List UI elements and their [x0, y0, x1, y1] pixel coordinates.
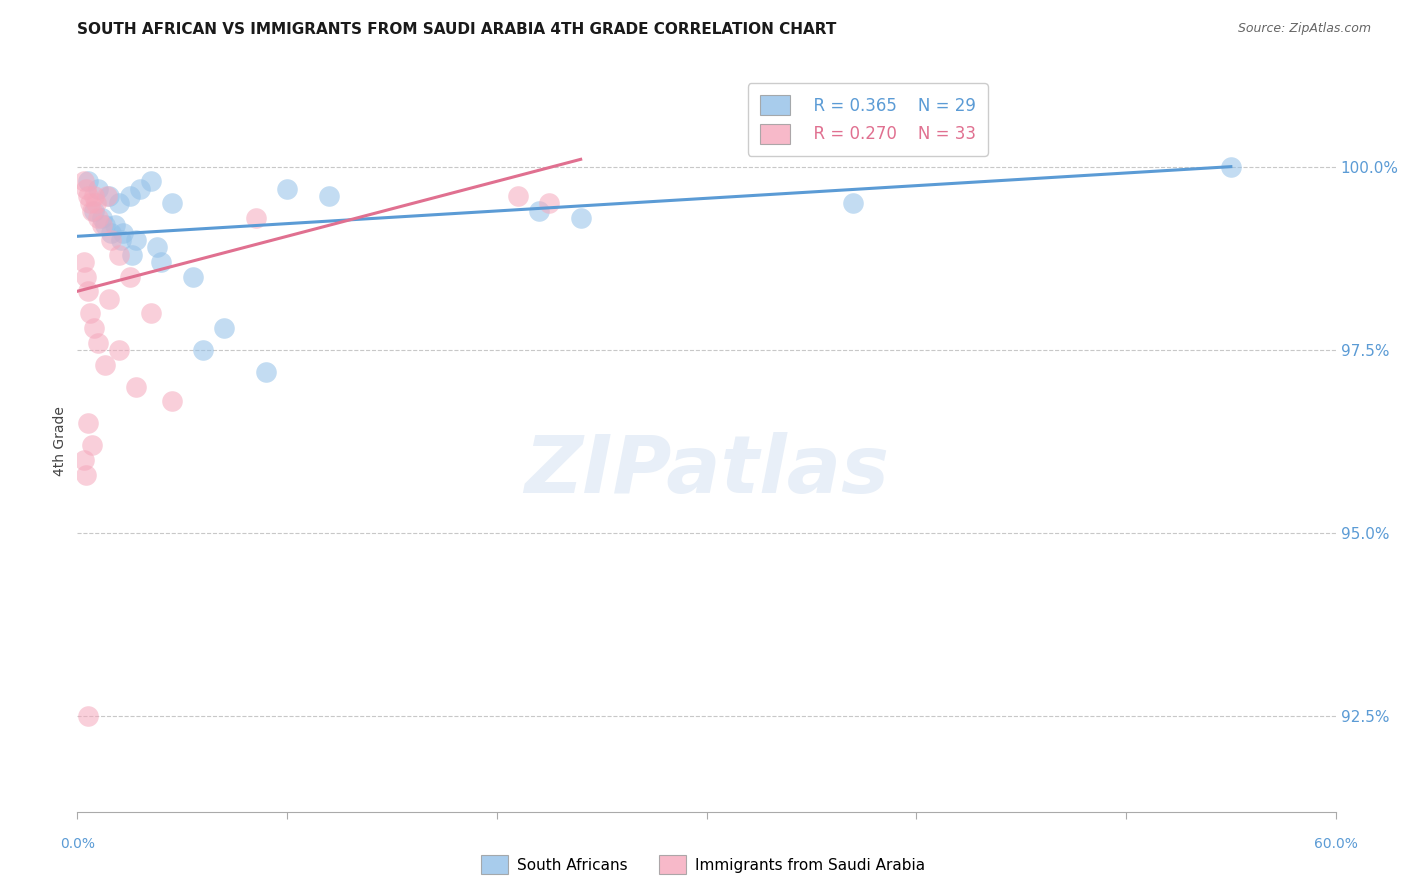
Point: [80, 438, 103, 452]
Point: [121, 247, 143, 261]
Text: 0.0%: 0.0%: [60, 838, 94, 851]
Point: [76, 189, 98, 203]
Point: [83, 203, 105, 218]
Point: [506, 189, 529, 203]
Point: [87, 335, 110, 350]
Point: [527, 203, 550, 218]
Point: [110, 233, 132, 247]
Point: [79, 306, 101, 320]
Point: [100, 233, 122, 247]
Point: [75, 467, 97, 482]
Point: [125, 379, 148, 393]
Point: [139, 306, 162, 320]
Point: [112, 226, 135, 240]
Point: [84, 196, 107, 211]
Point: [118, 189, 141, 203]
Point: [100, 226, 122, 240]
Point: [108, 196, 131, 211]
Point: [104, 219, 127, 233]
Point: [1219, 160, 1241, 174]
Point: [318, 189, 340, 203]
Point: [150, 255, 173, 269]
Point: [96, 189, 118, 203]
Text: Source: ZipAtlas.com: Source: ZipAtlas.com: [1237, 22, 1371, 36]
Point: [254, 365, 277, 379]
Point: [75, 269, 97, 284]
Point: [160, 394, 183, 409]
Y-axis label: 4th Grade: 4th Grade: [53, 407, 67, 476]
Point: [276, 181, 298, 195]
Point: [181, 269, 204, 284]
Point: [83, 321, 105, 335]
Point: [212, 321, 235, 335]
Point: [569, 211, 592, 225]
Text: SOUTH AFRICAN VS IMMIGRANTS FROM SAUDI ARABIA 4TH GRADE CORRELATION CHART: SOUTH AFRICAN VS IMMIGRANTS FROM SAUDI A…: [77, 22, 837, 37]
Point: [76, 174, 98, 188]
Point: [91, 211, 114, 225]
Point: [118, 269, 141, 284]
Point: [87, 211, 110, 225]
Point: [160, 196, 183, 211]
Point: [108, 343, 131, 357]
Point: [76, 285, 98, 299]
Text: ZIPatlas: ZIPatlas: [524, 432, 889, 510]
Point: [80, 203, 103, 218]
Point: [91, 219, 114, 233]
Point: [87, 181, 110, 195]
Legend: South Africans, Immigrants from Saudi Arabia: South Africans, Immigrants from Saudi Ar…: [475, 849, 931, 880]
Point: [97, 292, 120, 306]
Point: [538, 196, 561, 211]
Point: [72, 174, 94, 188]
Point: [97, 189, 120, 203]
Point: [125, 233, 148, 247]
Text: 60.0%: 60.0%: [1313, 838, 1358, 851]
Point: [79, 196, 101, 211]
Point: [191, 343, 215, 357]
Point: [146, 240, 169, 254]
Point: [139, 174, 162, 188]
Point: [93, 219, 115, 233]
Point: [108, 247, 131, 261]
Point: [245, 211, 267, 225]
Point: [72, 255, 94, 269]
Point: [76, 709, 98, 723]
Point: [93, 358, 115, 372]
Point: [72, 453, 94, 467]
Legend:   R = 0.365    N = 29,   R = 0.270    N = 33: R = 0.365 N = 29, R = 0.270 N = 33: [748, 83, 987, 156]
Point: [75, 181, 97, 195]
Point: [129, 181, 152, 195]
Point: [83, 189, 105, 203]
Point: [842, 196, 865, 211]
Point: [76, 416, 98, 430]
